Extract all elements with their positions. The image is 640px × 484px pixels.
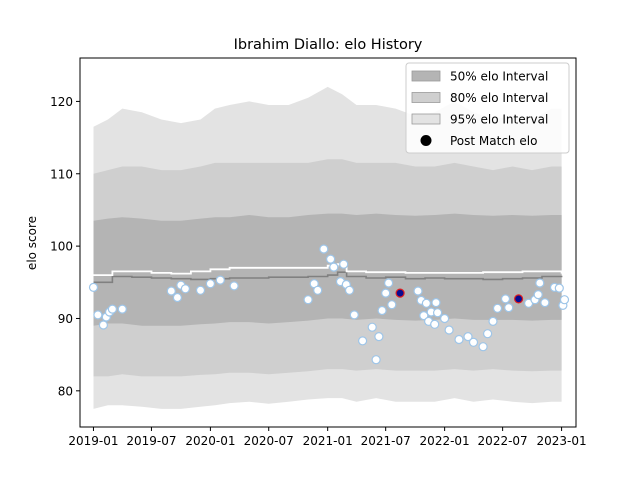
x-tick-label: 2022-01 (420, 434, 470, 448)
post-match-point (88, 282, 99, 292)
post-match-point (559, 295, 570, 305)
y-tick-label: 80 (58, 384, 73, 398)
post-match-point (172, 292, 182, 303)
legend: 50% elo Interval 80% elo Interval 95% elo … (405, 62, 570, 154)
legend-label: 95% elo Interval (450, 113, 548, 127)
post-match-point (329, 262, 339, 272)
post-match-point (344, 285, 355, 295)
post-match-point (419, 311, 429, 321)
post-match-point (433, 308, 443, 318)
post-match-point-highlight (395, 288, 405, 298)
post-match-point (371, 355, 381, 365)
post-match-point (500, 294, 511, 304)
x-tick-label: 2020-07 (244, 434, 294, 448)
post-match-point (319, 244, 329, 254)
post-match-point (454, 334, 464, 345)
post-match-point (367, 322, 377, 332)
post-match-point (387, 300, 397, 310)
post-match-point (93, 310, 103, 320)
post-match-point (463, 332, 473, 342)
post-match-point (468, 337, 479, 347)
post-match-point (374, 332, 384, 342)
post-match-point (326, 254, 336, 264)
band-50 (93, 213, 562, 326)
x-axis: 2019-01 2019-07 2020-01 2020-07 2021-01 2021-… (68, 427, 587, 448)
legend-label: 50% elo Interval (450, 70, 548, 84)
post-match-point (349, 310, 359, 320)
post-match-point (478, 342, 488, 352)
post-match-point (488, 316, 498, 326)
post-match-point (384, 278, 394, 288)
post-match-point (303, 295, 313, 305)
post-match-point (535, 278, 545, 288)
post-match-point (483, 329, 493, 339)
post-match-point (205, 279, 215, 289)
post-match-point (431, 298, 441, 308)
post-match-point (554, 283, 564, 293)
x-tick-label: 2022-07 (478, 434, 528, 448)
post-match-point (107, 304, 118, 314)
post-match-point (381, 288, 391, 298)
post-match-point-highlight (513, 294, 524, 304)
post-match-point (430, 319, 440, 329)
post-match-point (339, 259, 349, 269)
x-tick-label: 2020-01 (185, 434, 235, 448)
post-match-point (421, 298, 431, 308)
y-tick-label: 120 (50, 95, 73, 109)
post-match-point (440, 313, 450, 324)
post-match-point (229, 281, 239, 291)
post-match-point (413, 286, 423, 296)
post-match-point (166, 286, 176, 296)
post-match-point (313, 285, 323, 295)
legend-box (405, 62, 570, 154)
post-match-point (215, 275, 225, 285)
post-match-point (444, 325, 454, 335)
legend-swatch-band50 (411, 70, 441, 82)
post-match-points (88, 244, 570, 365)
post-match-point (540, 298, 550, 308)
legend-label: Post Match elo (450, 134, 537, 148)
legend-swatch-marker (420, 135, 432, 146)
post-match-point (377, 305, 387, 316)
y-axis-label: elo score (25, 216, 39, 270)
x-tick-label: 2021-07 (361, 434, 411, 448)
y-tick-label: 90 (58, 312, 73, 326)
legend-label: 80% elo Interval (450, 91, 548, 105)
x-tick-label: 2023-01 (537, 434, 587, 448)
post-match-point (117, 304, 127, 314)
median-elo-line (93, 271, 563, 284)
legend-swatch-band95 (411, 113, 441, 125)
y-tick-label: 110 (50, 167, 73, 181)
chart-title: Ibrahim Diallo: elo History (234, 37, 423, 53)
post-match-point (358, 336, 368, 346)
x-tick-label: 2021-01 (303, 434, 353, 448)
post-match-point (180, 284, 190, 294)
post-match-point (504, 303, 514, 313)
x-tick-label: 2019-01 (68, 434, 118, 448)
post-match-point (533, 290, 543, 300)
y-axis: 80 90 100 110 120 (50, 95, 80, 398)
x-tick-label: 2019-07 (126, 434, 176, 448)
post-match-point (195, 285, 206, 295)
y-tick-label: 100 (50, 240, 73, 254)
post-match-point (98, 320, 109, 330)
post-match-point (492, 303, 503, 313)
legend-swatch-band80 (411, 92, 441, 103)
